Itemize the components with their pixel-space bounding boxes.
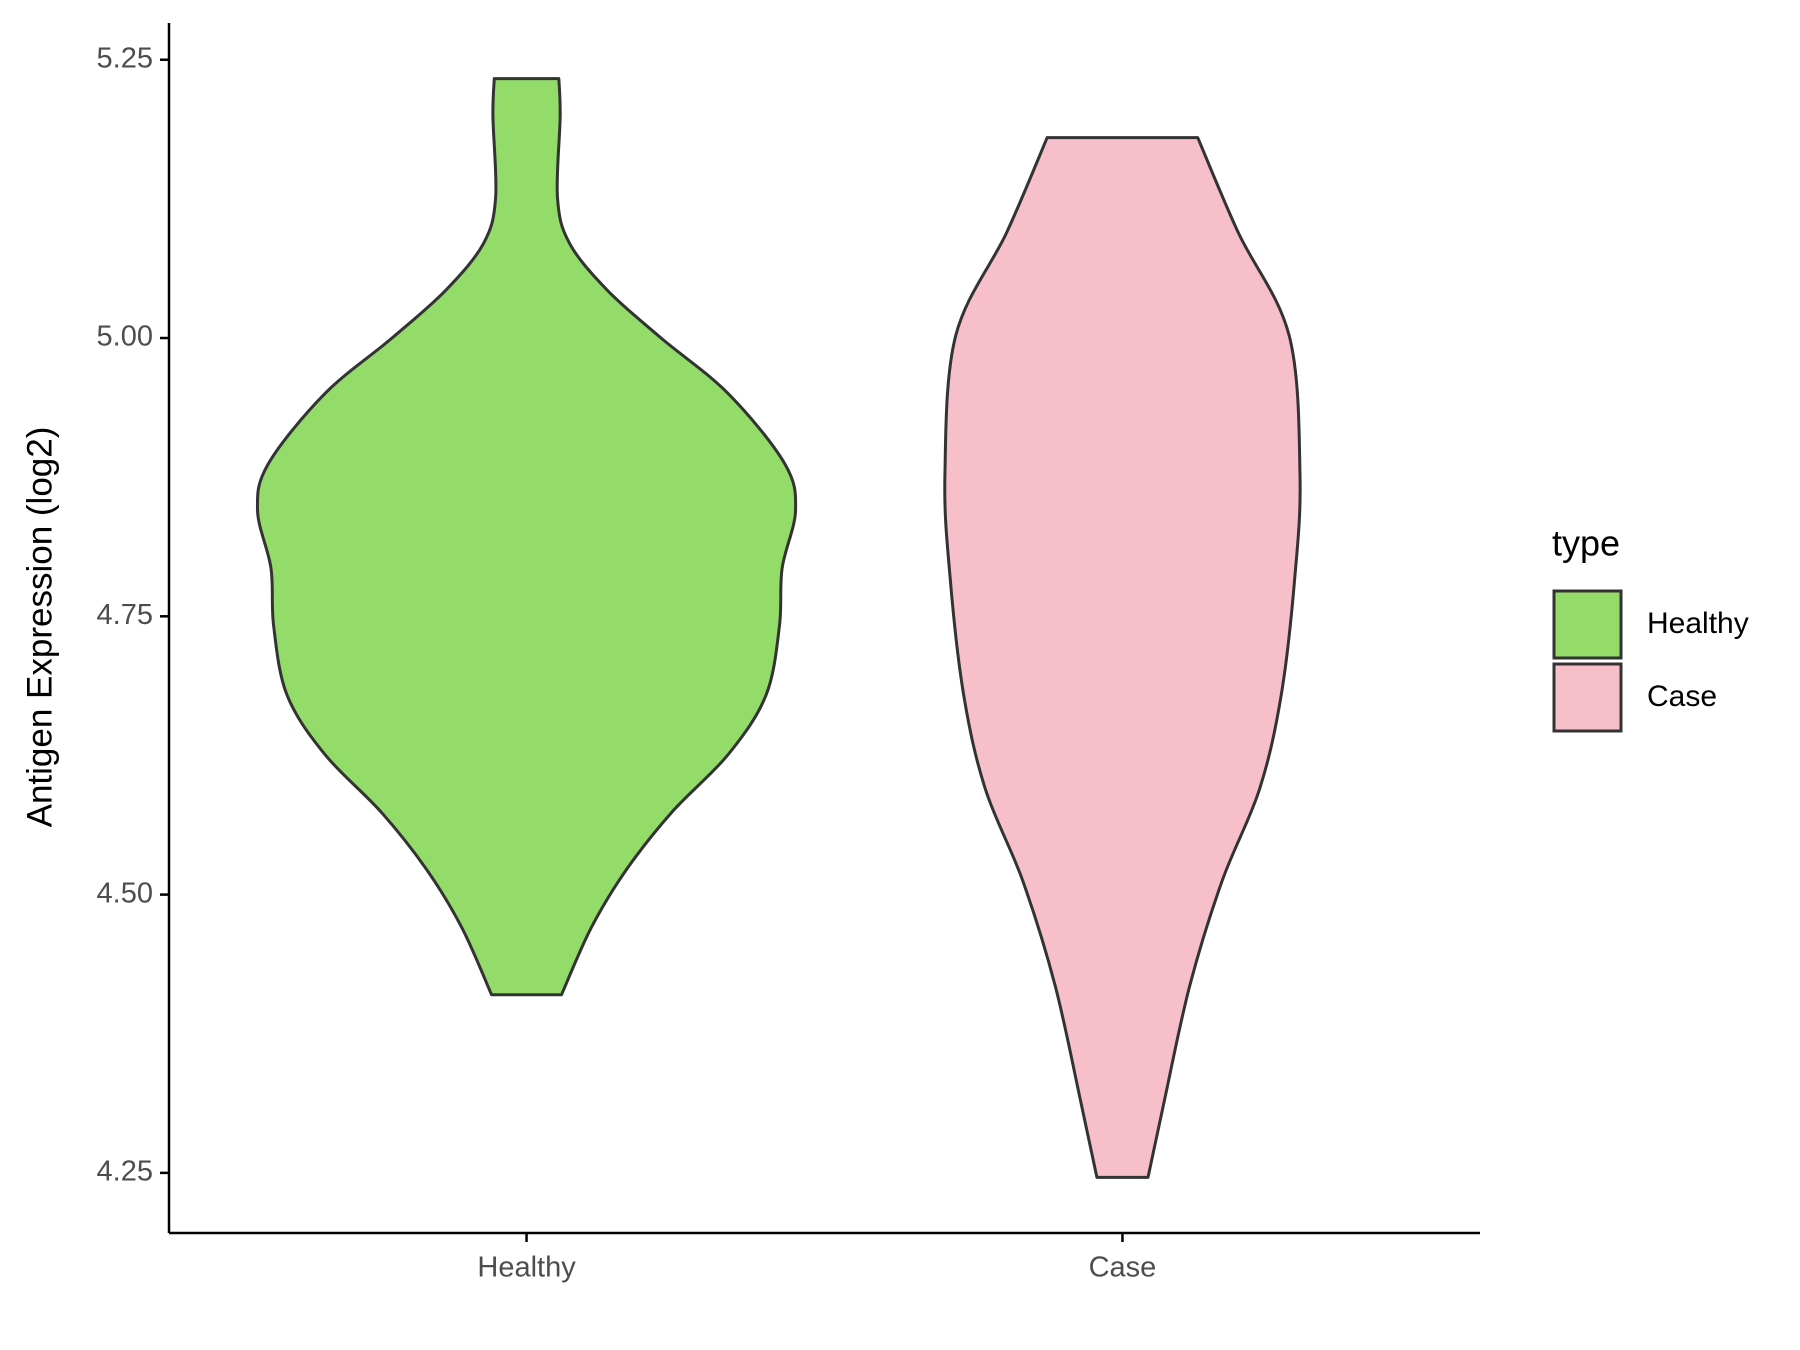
x-tick-label: Healthy — [477, 1252, 576, 1284]
y-tick-label: 4.25 — [97, 1156, 153, 1188]
y-tick-label: 4.50 — [97, 877, 153, 909]
y-axis-title: Antigen Expression (log2) — [20, 427, 59, 828]
y-tick-label: 4.75 — [97, 599, 153, 631]
y-tick-label: 5.25 — [97, 42, 153, 74]
legend-label: Case — [1647, 680, 1717, 713]
legend-label: Healthy — [1647, 607, 1749, 640]
legend-key — [1552, 589, 1623, 660]
legend-key — [1552, 662, 1623, 733]
y-tick-label: 5.00 — [97, 321, 153, 353]
x-tick-label: Case — [1089, 1252, 1157, 1284]
violin — [255, 77, 798, 997]
violin — [943, 136, 1302, 1179]
legend-title: type — [1552, 523, 1620, 564]
